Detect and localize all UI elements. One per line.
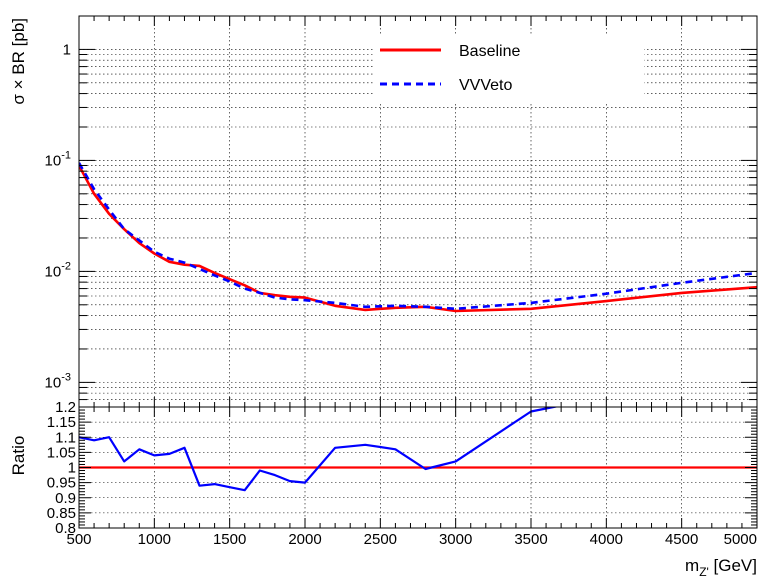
bottom-ticks <box>78 406 758 529</box>
bottom-series-group <box>79 407 757 492</box>
y-tick-label: 10-2 <box>45 260 71 280</box>
bottom-grid <box>79 406 757 529</box>
x-axis-title: mZ' [GeV] <box>685 556 757 579</box>
ratio-tick-label: 0.85 <box>47 505 76 522</box>
x-tick-label: 1000 <box>138 531 171 548</box>
x-tick-label: 2500 <box>364 531 397 548</box>
y-tick-label: 10-3 <box>45 371 71 391</box>
legend: Baseline VVVeto <box>374 36 644 104</box>
x-tick-label: 500 <box>66 531 91 548</box>
ratio-tick-label: 0.9 <box>55 490 76 507</box>
ratio-tick-label: 0.95 <box>47 475 76 492</box>
ratio-tick-label: 1.2 <box>55 399 76 416</box>
series-line-vvveto <box>79 162 757 311</box>
top-series-group <box>79 162 757 313</box>
x-tick-label: 3000 <box>439 531 472 548</box>
x-tick-label: 4500 <box>665 531 698 548</box>
ratio-tick-label: 1.1 <box>55 429 76 446</box>
legend-box <box>374 36 644 104</box>
ratio-tick-label: 1.05 <box>47 444 76 461</box>
x-tick-label: 1500 <box>213 531 246 548</box>
ratio-line <box>79 407 560 492</box>
ratio-axis-title: Ratio <box>9 436 28 476</box>
x-tick-label: 5000 <box>724 531 757 548</box>
top-y-tick-labels: 1 10-1 10-2 10-3 <box>45 41 71 391</box>
legend-label-baseline: Baseline <box>459 43 520 60</box>
ratio-tick-label: 1.15 <box>47 414 76 431</box>
y-tick-label: 1 <box>63 41 71 58</box>
y-tick-label: 10-1 <box>45 149 71 169</box>
top-y-axis-title: σ × BR [pb] <box>9 18 28 105</box>
legend-label-vvveto: VVVeto <box>459 77 512 94</box>
ratio-tick-label: 0.8 <box>55 520 76 537</box>
x-tick-label: 3500 <box>514 531 547 548</box>
x-tick-labels: 500 1000 1500 2000 2500 3000 3500 4000 4500 5000 <box>66 531 757 548</box>
top-y-ticks <box>78 15 758 408</box>
x-tick-label: 4000 <box>590 531 623 548</box>
ratio-tick-label: 1 <box>68 460 76 477</box>
x-tick-label: 2000 <box>288 531 321 548</box>
